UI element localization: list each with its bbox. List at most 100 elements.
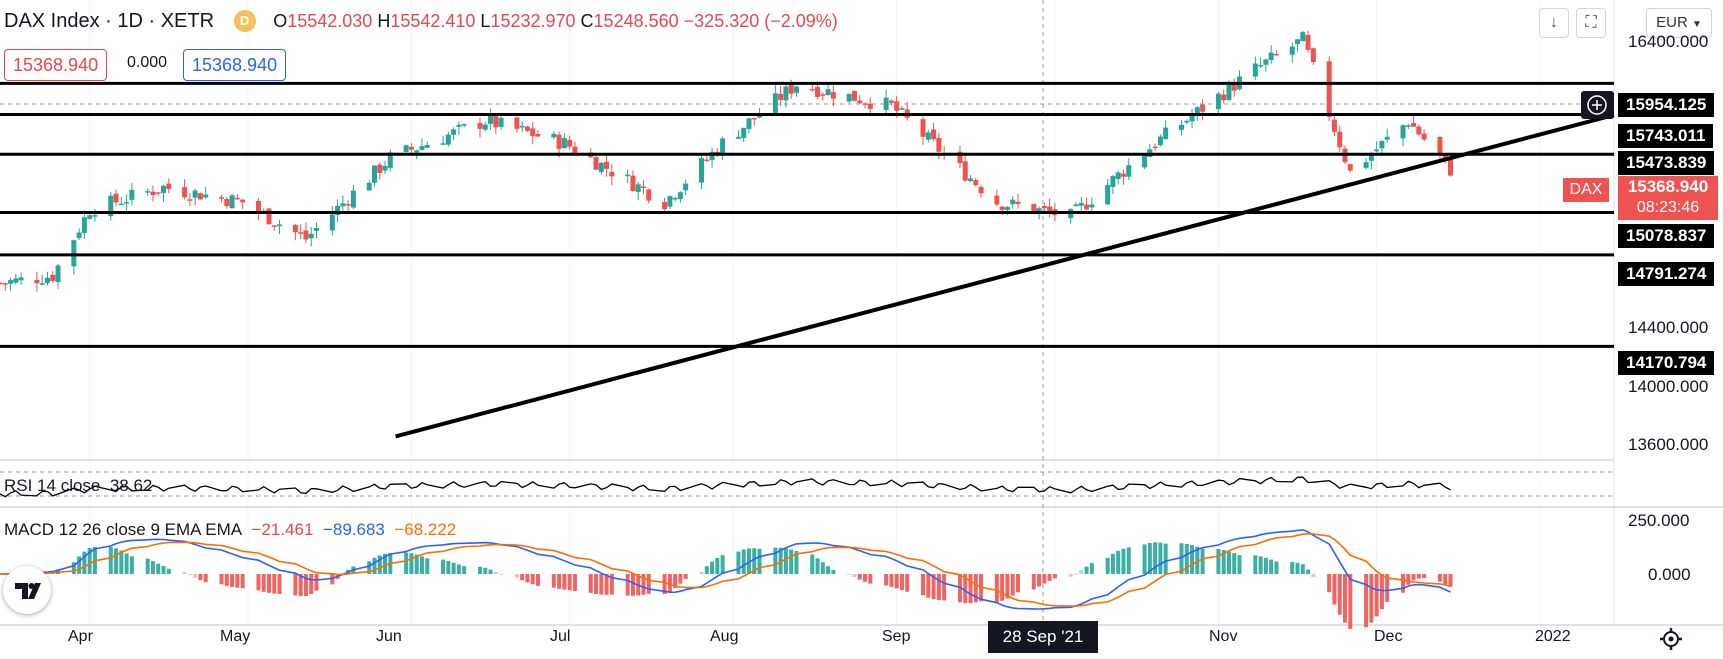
macd-hist-bar	[1037, 574, 1042, 587]
candle-down	[34, 279, 40, 284]
macd-hist-bar	[182, 572, 187, 574]
macd-hist-bar	[1116, 550, 1121, 574]
candle-up	[1178, 124, 1184, 130]
candle-up	[1252, 63, 1258, 77]
candle-down	[1331, 119, 1337, 132]
delayed-data-badge[interactable]: D	[233, 10, 256, 32]
currency-select[interactable]: EUR ▼	[1646, 8, 1712, 38]
macd-hist-bar	[419, 556, 424, 574]
candle-up	[825, 89, 831, 96]
macd-hist-bar	[884, 574, 889, 586]
macd-hist-bar	[1195, 546, 1200, 574]
tradingview-logo[interactable]	[3, 566, 51, 614]
candle-up	[1295, 39, 1301, 44]
candle-down	[567, 139, 573, 147]
macd-hist-bar	[1005, 574, 1010, 599]
candle-down	[820, 94, 826, 96]
candle-up	[925, 132, 931, 140]
candle-up	[793, 86, 799, 93]
macd-hist-bar	[551, 574, 556, 588]
macd-hist-bar	[630, 574, 635, 596]
signal-line	[0, 532, 1451, 607]
candle-down	[1310, 48, 1316, 62]
candle-up	[1374, 149, 1380, 152]
candle-up	[1073, 204, 1079, 207]
time-axis-label: Aug	[710, 628, 739, 645]
candle-up	[672, 198, 678, 200]
symbol-title[interactable]: DAX Index · 1D · XETR	[4, 10, 215, 32]
candle-down	[1416, 126, 1422, 135]
candle-down	[303, 230, 309, 240]
rsi-line	[0, 476, 1451, 498]
candle-down	[640, 186, 646, 189]
candle-down	[477, 122, 483, 129]
macd-hist-bar	[71, 562, 76, 574]
candle-up	[667, 196, 673, 207]
macd-hist-bar	[145, 558, 150, 574]
candle-down	[920, 119, 926, 137]
candle-up	[551, 133, 557, 138]
candle-up	[461, 124, 467, 126]
macd-hist-bar	[757, 548, 762, 574]
macd-hist-bar	[536, 574, 540, 586]
macd-hist-bar	[1332, 574, 1337, 605]
settings-gear-icon[interactable]	[1660, 628, 1682, 650]
macd-hist-bar	[789, 549, 794, 574]
candle-up	[387, 152, 393, 168]
candle-up	[635, 184, 641, 192]
series-name-tag: DAX	[1563, 178, 1609, 202]
macd-hist-bar	[520, 574, 525, 581]
candle-up	[561, 137, 567, 149]
macd-hist-bar	[562, 574, 567, 590]
candle-up	[741, 127, 747, 139]
macd-hist-bar	[820, 562, 825, 574]
macd-hist-bar	[161, 565, 166, 574]
download-button[interactable]: ↓	[1539, 8, 1569, 38]
candle-up	[1089, 204, 1095, 208]
candle-up	[13, 278, 19, 283]
candle-up	[87, 215, 93, 219]
macd-legend[interactable]: MACD 12 26 close 9 EMA EMA −21.461 −89.6…	[4, 520, 457, 539]
candle-down	[751, 118, 757, 120]
candle-up	[498, 117, 504, 127]
candle-up	[445, 134, 451, 145]
macd-hist-bar	[863, 574, 868, 582]
rsi-legend[interactable]: RSI 14 close 38.62	[4, 476, 153, 495]
candle-down	[604, 161, 610, 169]
candle-up	[366, 182, 372, 191]
macd-hist-bar	[1042, 574, 1047, 584]
candle-down	[931, 129, 937, 140]
macd-hist-bar	[150, 561, 155, 574]
candle-down	[1337, 131, 1343, 148]
candle-up	[456, 124, 462, 127]
macd-hist-bar	[625, 574, 630, 596]
macd-hist-bar	[87, 548, 92, 574]
macd-hist-bar	[963, 574, 968, 604]
candle-down	[1437, 136, 1443, 156]
time-axis-label: Sep	[882, 628, 911, 645]
macd-hist-bar	[646, 574, 651, 594]
macd-hist-bar	[514, 574, 519, 578]
candle-down	[994, 195, 1000, 205]
macd-hist-bar	[899, 574, 904, 591]
candle-down	[1442, 154, 1448, 159]
macd-axis-label: 250.000	[1628, 511, 1690, 530]
candle-up	[308, 233, 314, 239]
candle-down	[978, 187, 984, 194]
macd-hist-bar	[1406, 574, 1411, 585]
candle-down	[662, 202, 668, 210]
trendline[interactable]	[395, 113, 1615, 439]
fullscreen-button[interactable]: ⛶	[1576, 8, 1606, 38]
macd-hist-bar	[1401, 574, 1406, 593]
buy-button[interactable]: 15368.940	[183, 49, 287, 81]
crosshair-plus-icon[interactable]	[1581, 91, 1614, 119]
macd-hist-bar	[736, 551, 741, 574]
macd-hist-bar	[219, 574, 224, 585]
level-tag: 14170.794	[1618, 351, 1715, 375]
sell-button[interactable]: 15368.940	[4, 49, 108, 81]
macd-hist-bar	[1142, 544, 1147, 574]
macd-hist-bar	[1074, 573, 1078, 575]
time-axis-label: Jul	[550, 628, 571, 645]
expand-icon: ⛶	[1585, 14, 1597, 31]
